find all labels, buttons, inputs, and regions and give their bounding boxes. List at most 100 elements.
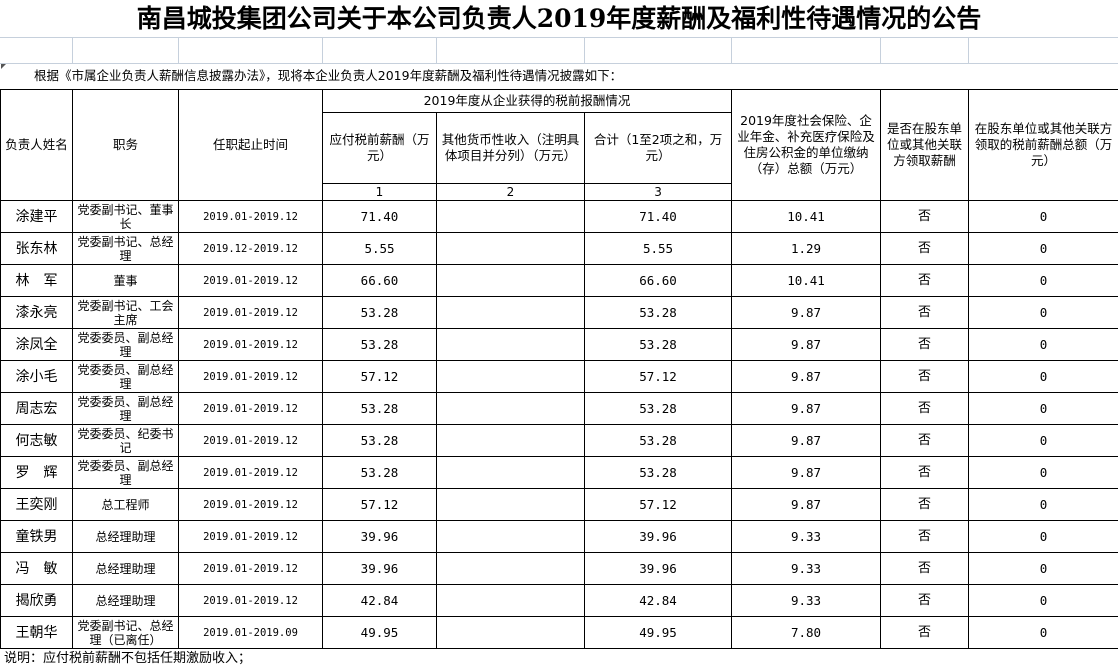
table-row: 张东林 党委副书记、总经理 2019.12-2019.12 5.55 5.55 1.29 否…: [0, 232, 1118, 265]
cell-name: 涂建平: [0, 200, 73, 233]
table-row: 周志宏 党委委员、副总经理 2019.01-2019.12 53.28 53.28 9.8…: [0, 392, 1118, 425]
cell-insurance: 9.87: [731, 456, 882, 489]
cell-shareholder: 否: [880, 328, 970, 361]
cell-salary: 5.55: [322, 232, 437, 265]
cell-position: 党委副书记、董事长: [72, 200, 179, 233]
cell-insurance: 7.80: [731, 616, 882, 649]
table-row: 涂建平 党委副书记、董事长 2019.01-2019.12 71.40 71.40 10.…: [0, 200, 1118, 233]
cell-term: 2019.01-2019.12: [178, 552, 323, 585]
cell-position: 党委副书记、总经理（已离任）: [72, 616, 179, 649]
cell-insurance: 10.41: [731, 200, 882, 233]
cell-name: 童铁男: [0, 520, 73, 553]
cell-shareholder: 否: [880, 392, 970, 425]
cell-shareholder-amount: 0: [968, 552, 1118, 585]
header-salary: 应付税前薪酬（万元）: [322, 112, 437, 184]
cell-name: 涂小毛: [0, 360, 73, 393]
cell-position: 董事: [72, 264, 179, 297]
cell-shareholder-amount: 0: [968, 520, 1118, 553]
intro-text: 根据《市属企业负责人薪酬信息披露办法》，现将本企业负责人2019年度薪酬及福利性…: [34, 68, 623, 83]
cell-other: [436, 520, 585, 553]
header-position: 职务: [72, 89, 179, 201]
cell-insurance: 9.87: [731, 360, 882, 393]
cell-shareholder: 否: [880, 264, 970, 297]
header-shareholder: 是否在股东单位或其他关联方领取薪酬: [880, 89, 970, 201]
footnote: 说明：应付税前薪酬不包括任期激励收入；: [4, 651, 252, 666]
cell-other: [436, 488, 585, 521]
cell-other: [436, 232, 585, 265]
table-row: 漆永亮 党委副书记、工会主席 2019.01-2019.12 53.28 53.28 9.…: [0, 296, 1118, 329]
cell-shareholder-amount: 0: [968, 456, 1118, 489]
cell-total: 39.96: [583, 520, 733, 553]
blank-row: [0, 37, 1118, 64]
salary-table: 负责人姓名 职务 任职起止时间 2019年度从企业获得的税前报酬情况 2019年…: [0, 89, 1118, 649]
cell-total: 49.95: [583, 616, 733, 649]
header-insurance: 2019年度社会保险、企业年金、补充医疗保险及住房公积金的单位缴纳（存）总额（万…: [731, 89, 882, 201]
table-row: 涂凤全 党委委员、副总经理 2019.01-2019.12 53.28 53.28 9.8…: [0, 328, 1118, 361]
cell-insurance: 9.87: [731, 392, 882, 425]
cell-shareholder: 否: [880, 488, 970, 521]
cell-other: [436, 616, 585, 649]
cell-insurance: 9.87: [731, 488, 882, 521]
table-row: 王奕刚 总工程师 2019.01-2019.12 57.12 57.12 9.87 否 0: [0, 488, 1118, 521]
header-other: 其他货币性收入（注明具体项目并分列）（万元）: [436, 112, 585, 184]
cell-position: 总经理助理: [72, 520, 179, 553]
cell-shareholder: 否: [880, 232, 970, 265]
cell-total: 53.28: [583, 424, 733, 457]
cell-shareholder: 否: [880, 616, 970, 649]
cell-term: 2019.01-2019.12: [178, 264, 323, 297]
cell-position: 党委委员、纪委书记: [72, 424, 179, 457]
cell-position: 党委副书记、总经理: [72, 232, 179, 265]
cell-total: 71.40: [583, 200, 733, 233]
cell-salary: 39.96: [322, 552, 437, 585]
header-shareholder-amount: 在股东单位或其他关联方领取的税前薪酬总额（万元）: [968, 89, 1118, 201]
cell-total: 57.12: [583, 488, 733, 521]
cell-shareholder-amount: 0: [968, 296, 1118, 329]
cell-shareholder: 否: [880, 296, 970, 329]
cell-position: 总工程师: [72, 488, 179, 521]
cell-total: 42.84: [583, 584, 733, 617]
cell-total: 39.96: [583, 552, 733, 585]
cell-shareholder: 否: [880, 584, 970, 617]
cell-other: [436, 584, 585, 617]
cell-term: 2019.01-2019.12: [178, 296, 323, 329]
cell-position: 党委委员、副总经理: [72, 360, 179, 393]
header-term: 任职起止时间: [178, 89, 323, 201]
cell-salary: 53.28: [322, 392, 437, 425]
header-name: 负责人姓名: [0, 89, 73, 201]
cell-term: 2019.01-2019.12: [178, 520, 323, 553]
table-row: 王朝华 党委副书记、总经理（已离任） 2019.01-2019.09 49.95 49.…: [0, 616, 1118, 649]
cell-term: 2019.01-2019.09: [178, 616, 323, 649]
cell-total: 66.60: [583, 264, 733, 297]
cell-position: 党委委员、副总经理: [72, 328, 179, 361]
cell-shareholder: 否: [880, 456, 970, 489]
cell-name: 张东林: [0, 232, 73, 265]
cell-other: [436, 360, 585, 393]
cell-salary: 66.60: [322, 264, 437, 297]
cell-position: 总经理助理: [72, 552, 179, 585]
cell-other: [436, 392, 585, 425]
cell-salary: 71.40: [322, 200, 437, 233]
header-col-2: 2: [436, 183, 585, 201]
cell-insurance: 9.87: [731, 296, 882, 329]
cell-shareholder: 否: [880, 200, 970, 233]
cell-position: 党委委员、副总经理: [72, 456, 179, 489]
cell-position: 党委副书记、工会主席: [72, 296, 179, 329]
cell-term: 2019.01-2019.12: [178, 584, 323, 617]
cell-other: [436, 264, 585, 297]
cell-term: 2019.01-2019.12: [178, 328, 323, 361]
cell-salary: 53.28: [322, 424, 437, 457]
cell-salary: 53.28: [322, 328, 437, 361]
cell-shareholder-amount: 0: [968, 392, 1118, 425]
cell-insurance: 10.41: [731, 264, 882, 297]
cell-shareholder-amount: 0: [968, 328, 1118, 361]
table-row: 罗 辉党委委员、副总经理 2019.01-2019.12 53.28 53.28 9.8…: [0, 456, 1118, 489]
cell-other: [436, 200, 585, 233]
cell-insurance: 9.33: [731, 552, 882, 585]
cell-salary: 53.28: [322, 456, 437, 489]
cell-position: 党委委员、副总经理: [72, 392, 179, 425]
header-total: 合计（1至2项之和，万元）: [583, 112, 733, 184]
cell-salary: 57.12: [322, 488, 437, 521]
cell-name: 漆永亮: [0, 296, 73, 329]
cell-shareholder-amount: 0: [968, 584, 1118, 617]
cell-total: 5.55: [583, 232, 733, 265]
